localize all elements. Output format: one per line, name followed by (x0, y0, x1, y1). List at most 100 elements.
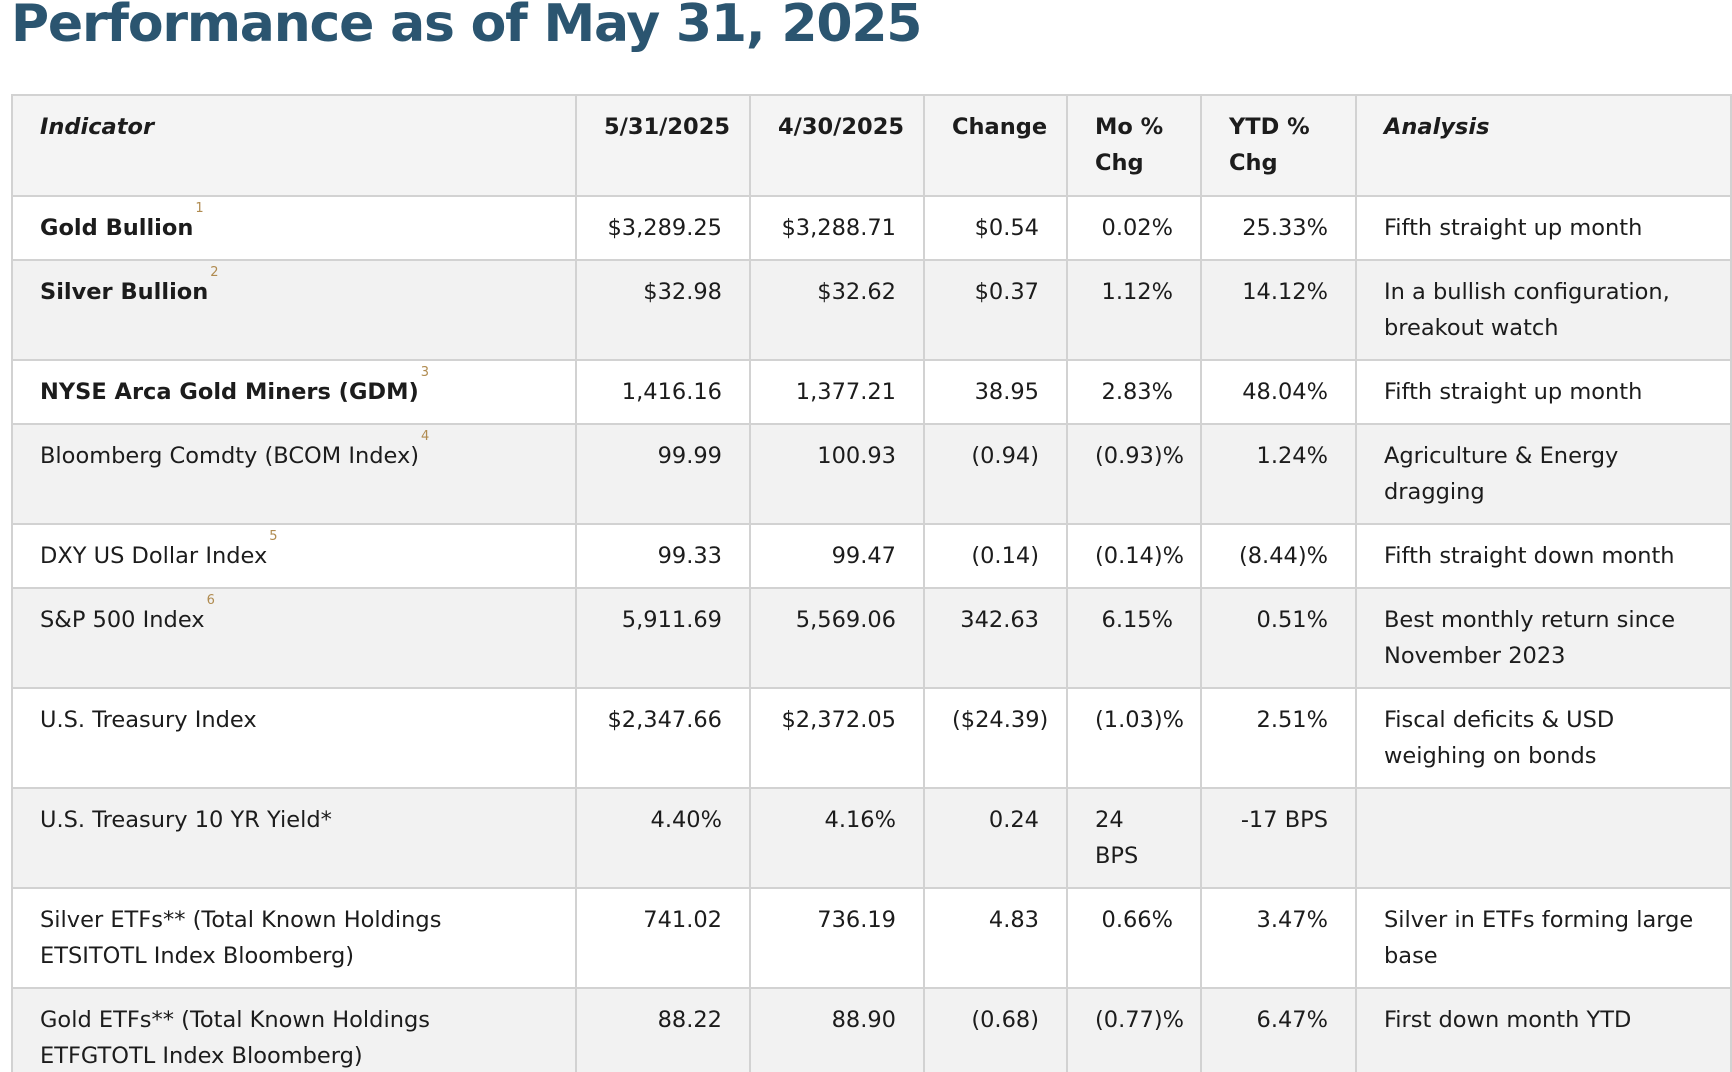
change-value: 4.83 (923, 887, 1068, 989)
table-header-row: Indicator 5/31/2025 4/30/2025 Change Mo … (11, 94, 1732, 197)
mo-chg-value: 1.12% (1066, 259, 1202, 361)
table-row: S&P 500 Index6 5,911.69 5,569.06 342.63 … (11, 587, 1732, 689)
analysis-text: Silver in ETFs forming large base (1355, 887, 1732, 989)
analysis-text: Fiscal deficits & USD weighing on bonds (1355, 687, 1732, 789)
mo-chg-value: (0.77)% (1066, 987, 1202, 1072)
indicator-cell: Silver Bullion2 (11, 259, 577, 361)
previous-value: 1,377.21 (749, 359, 925, 425)
header-mo-line1: Mo % (1095, 114, 1164, 140)
header-previous-date: 4/30/2025 (749, 94, 925, 197)
mo-chg-value: (1.03)% (1066, 687, 1202, 789)
ytd-chg-value: 2.51% (1200, 687, 1357, 789)
indicator-name: Silver Bullion (40, 279, 209, 305)
indicator-cell: Gold ETFs** (Total Known Holdings ETFGTO… (11, 987, 577, 1072)
ytd-chg-value: 0.51% (1200, 587, 1357, 689)
analysis-text: Agriculture & Energy dragging (1355, 423, 1732, 525)
indicator-cell: Gold Bullion1 (11, 195, 577, 261)
indicator-cell: NYSE Arca Gold Miners (GDM)3 (11, 359, 577, 425)
indicator-name: Gold ETFs** (Total Known Holdings ETFGTO… (40, 1007, 430, 1069)
analysis-text: First down month YTD (1355, 987, 1732, 1072)
header-ytd-chg: YTD % Chg (1200, 94, 1357, 197)
current-value: 88.22 (575, 987, 751, 1072)
previous-value: 99.47 (749, 523, 925, 589)
ytd-chg-value: (8.44)% (1200, 523, 1357, 589)
indicator-name: Silver ETFs** (Total Known Holdings ETSI… (40, 907, 442, 969)
change-value: $0.37 (923, 259, 1068, 361)
header-ytd-line2: Chg (1229, 150, 1278, 176)
header-mo-line2: Chg (1095, 150, 1144, 176)
footnote-ref[interactable]: 5 (269, 529, 278, 544)
change-value: (0.94) (923, 423, 1068, 525)
indicator-cell: S&P 500 Index6 (11, 587, 577, 689)
mo-chg-value: 0.66% (1066, 887, 1202, 989)
change-value: 38.95 (923, 359, 1068, 425)
change-value: (0.14) (923, 523, 1068, 589)
current-value: 99.33 (575, 523, 751, 589)
current-value: 5,911.69 (575, 587, 751, 689)
indicator-name: U.S. Treasury Index (40, 707, 257, 733)
indicator-cell: U.S. Treasury Index (11, 687, 577, 789)
header-analysis: Analysis (1355, 94, 1732, 197)
mo-chg-value: (0.14)% (1066, 523, 1202, 589)
table-row: U.S. Treasury 10 YR Yield* 4.40% 4.16% 0… (11, 787, 1732, 889)
previous-value: 88.90 (749, 987, 925, 1072)
indicator-cell: U.S. Treasury 10 YR Yield* (11, 787, 577, 889)
footnote-ref[interactable]: 3 (420, 365, 430, 380)
current-value: 1,416.16 (575, 359, 751, 425)
indicator-cell: DXY US Dollar Index5 (11, 523, 577, 589)
analysis-text (1355, 787, 1732, 889)
table-row: NYSE Arca Gold Miners (GDM)3 1,416.16 1,… (11, 359, 1732, 425)
footnote-ref[interactable]: 4 (421, 429, 430, 444)
change-value: 0.24 (923, 787, 1068, 889)
current-value: $32.98 (575, 259, 751, 361)
table-row: Silver Bullion2 $32.98 $32.62 $0.37 1.12… (11, 259, 1732, 361)
current-value: 4.40% (575, 787, 751, 889)
current-value: $3,289.25 (575, 195, 751, 261)
previous-value: $2,372.05 (749, 687, 925, 789)
table-row: Bloomberg Comdty (BCOM Index)4 99.99 100… (11, 423, 1732, 525)
indicator-name: Gold Bullion (40, 215, 194, 241)
table-row: Gold Bullion1 $3,289.25 $3,288.71 $0.54 … (11, 195, 1732, 261)
previous-value: 5,569.06 (749, 587, 925, 689)
indicator-name: S&P 500 Index (40, 607, 205, 633)
change-value: (0.68) (923, 987, 1068, 1072)
analysis-text: Best monthly return since November 2023 (1355, 587, 1732, 689)
indicator-cell: Silver ETFs** (Total Known Holdings ETSI… (11, 887, 577, 989)
mo-chg-value: 6.15% (1066, 587, 1202, 689)
table-row: U.S. Treasury Index $2,347.66 $2,372.05 … (11, 687, 1732, 789)
ytd-chg-value: 3.47% (1200, 887, 1357, 989)
previous-value: $32.62 (749, 259, 925, 361)
current-value: 99.99 (575, 423, 751, 525)
change-value: $0.54 (923, 195, 1068, 261)
header-current-date: 5/31/2025 (575, 94, 751, 197)
indicator-cell: Bloomberg Comdty (BCOM Index)4 (11, 423, 577, 525)
indicator-name: Bloomberg Comdty (BCOM Index) (40, 443, 420, 469)
header-mo-chg: Mo % Chg (1066, 94, 1202, 197)
ytd-chg-value: 1.24% (1200, 423, 1357, 525)
indicator-name: NYSE Arca Gold Miners (GDM) (40, 379, 419, 405)
change-value: ($24.39) (923, 687, 1068, 789)
mo-chg-value: 0.02% (1066, 195, 1202, 261)
table-row: DXY US Dollar Index5 99.33 99.47 (0.14) … (11, 523, 1732, 589)
page-title: Performance as of May 31, 2025 (11, 0, 922, 54)
mo-chg-value: 24 BPS (1066, 787, 1202, 889)
performance-table: Indicator 5/31/2025 4/30/2025 Change Mo … (11, 94, 1732, 1072)
ytd-chg-value: -17 BPS (1200, 787, 1357, 889)
header-ytd-line1: YTD % (1229, 114, 1310, 140)
footnote-ref[interactable]: 6 (206, 593, 215, 608)
table-row: Gold ETFs** (Total Known Holdings ETFGTO… (11, 987, 1732, 1072)
analysis-text: Fifth straight up month (1355, 359, 1732, 425)
analysis-text: In a bullish configuration, breakout wat… (1355, 259, 1732, 361)
header-change: Change (923, 94, 1068, 197)
change-value: 342.63 (923, 587, 1068, 689)
analysis-text: Fifth straight down month (1355, 523, 1732, 589)
table-row: Silver ETFs** (Total Known Holdings ETSI… (11, 887, 1732, 989)
ytd-chg-value: 48.04% (1200, 359, 1357, 425)
ytd-chg-value: 14.12% (1200, 259, 1357, 361)
ytd-chg-value: 6.47% (1200, 987, 1357, 1072)
current-value: $2,347.66 (575, 687, 751, 789)
header-indicator: Indicator (11, 94, 577, 197)
previous-value: 100.93 (749, 423, 925, 525)
footnote-ref[interactable]: 1 (195, 201, 204, 216)
footnote-ref[interactable]: 2 (210, 265, 219, 280)
